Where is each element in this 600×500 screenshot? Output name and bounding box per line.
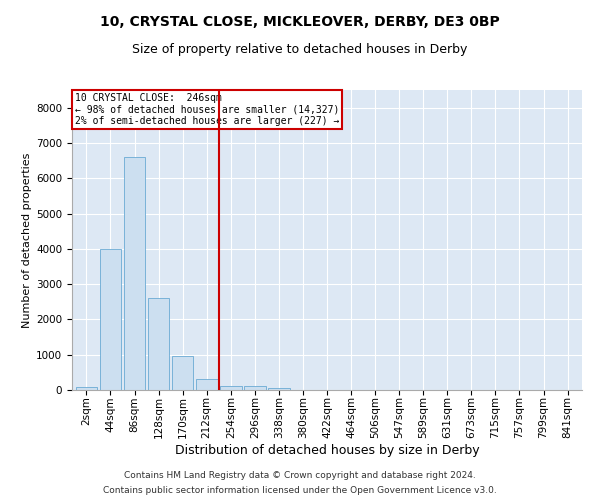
Bar	[196, 379, 218, 390]
Text: Contains HM Land Registry data © Crown copyright and database right 2024.: Contains HM Land Registry data © Crown c…	[124, 471, 476, 480]
Bar	[124, 157, 145, 390]
Text: Size of property relative to detached houses in Derby: Size of property relative to detached ho…	[133, 42, 467, 56]
Bar	[172, 356, 193, 390]
Y-axis label: Number of detached properties: Number of detached properties	[22, 152, 32, 328]
Text: 10 CRYSTAL CLOSE:  246sqm
← 98% of detached houses are smaller (14,327)
2% of se: 10 CRYSTAL CLOSE: 246sqm ← 98% of detach…	[74, 93, 339, 126]
X-axis label: Distribution of detached houses by size in Derby: Distribution of detached houses by size …	[175, 444, 479, 457]
Text: 10, CRYSTAL CLOSE, MICKLEOVER, DERBY, DE3 0BP: 10, CRYSTAL CLOSE, MICKLEOVER, DERBY, DE…	[100, 15, 500, 29]
Bar	[220, 386, 242, 390]
Bar	[76, 387, 97, 390]
Bar	[148, 298, 169, 390]
Bar	[244, 386, 266, 390]
Bar	[268, 388, 290, 390]
Text: Contains public sector information licensed under the Open Government Licence v3: Contains public sector information licen…	[103, 486, 497, 495]
Bar	[100, 249, 121, 390]
